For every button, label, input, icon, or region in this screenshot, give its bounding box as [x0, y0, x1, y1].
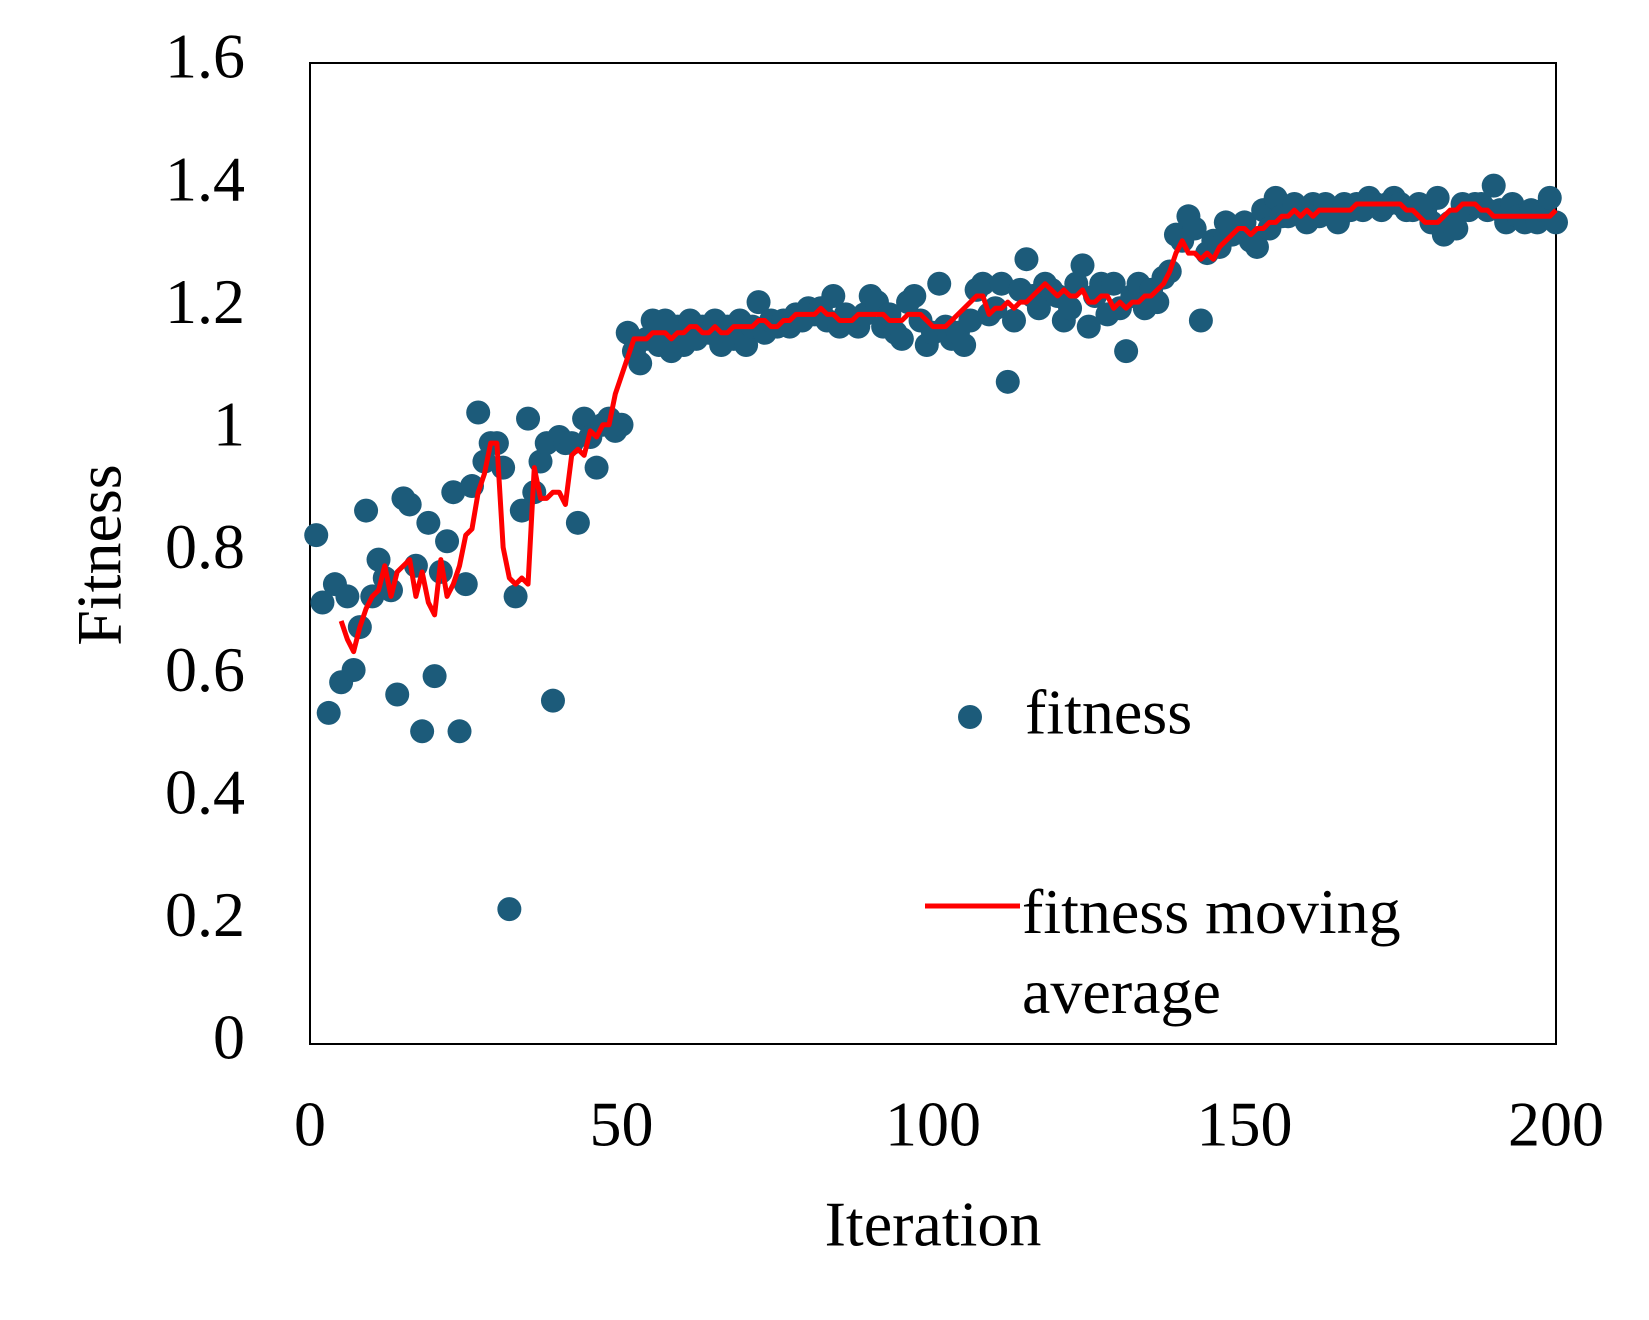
data-point — [447, 719, 472, 744]
y-tick-label: 0.4 — [165, 756, 245, 827]
data-point — [1188, 308, 1213, 333]
data-point — [1001, 308, 1026, 333]
y-tick-label: 0.8 — [165, 511, 245, 582]
legend-label: fitness — [1025, 677, 1192, 748]
x-tick-label: 150 — [1197, 1089, 1293, 1160]
data-point — [416, 510, 441, 535]
data-point — [540, 688, 565, 713]
data-point — [902, 283, 927, 308]
x-tick-label: 50 — [590, 1089, 654, 1160]
data-point — [435, 529, 460, 554]
y-tick-label: 1.4 — [165, 143, 245, 214]
data-point — [1481, 173, 1506, 198]
data-point — [1070, 253, 1095, 278]
x-axis-title: Iteration — [825, 1189, 1042, 1260]
data-point — [310, 590, 335, 615]
data-point — [889, 326, 914, 351]
data-point — [746, 290, 771, 315]
data-point — [497, 897, 522, 922]
data-point — [572, 406, 597, 431]
y-axis-title: Fitness — [64, 464, 135, 645]
data-point — [1026, 296, 1051, 321]
data-point — [304, 523, 329, 548]
data-point — [1263, 185, 1288, 210]
x-tick-label: 100 — [885, 1089, 981, 1160]
data-point — [354, 498, 379, 523]
plot-frame — [309, 62, 1557, 1045]
data-point — [995, 369, 1020, 394]
data-point — [335, 584, 360, 609]
data-point — [316, 700, 341, 725]
data-point — [466, 400, 491, 425]
y-tick-label: 0.2 — [165, 879, 245, 950]
data-point — [958, 308, 983, 333]
y-tick-label: 0.6 — [165, 634, 245, 705]
data-point — [970, 271, 995, 296]
legend-marker — [958, 705, 982, 729]
data-point — [441, 480, 466, 505]
data-point — [1101, 271, 1126, 296]
data-point — [1425, 185, 1450, 210]
data-point — [516, 406, 541, 431]
data-line — [338, 201, 1558, 655]
data-point — [509, 498, 534, 523]
y-tick-label: 1.2 — [165, 266, 245, 337]
data-point — [609, 412, 634, 437]
data-point — [584, 455, 609, 480]
data-point — [1058, 296, 1083, 321]
data-point — [1014, 247, 1039, 272]
data-point — [1182, 216, 1207, 241]
data-point — [821, 283, 846, 308]
data-point — [422, 664, 447, 689]
data-point — [341, 657, 366, 682]
data-point — [952, 333, 977, 358]
data-point — [503, 584, 528, 609]
data-point — [927, 271, 952, 296]
y-tick-label: 1 — [213, 389, 245, 460]
data-point — [410, 719, 435, 744]
data-point — [1537, 185, 1562, 210]
data-point — [628, 351, 653, 376]
data-point — [453, 572, 478, 597]
data-point — [397, 492, 422, 517]
data-point — [491, 455, 516, 480]
data-point — [385, 682, 410, 707]
y-tick-label: 0 — [213, 1002, 245, 1073]
data-point — [989, 271, 1014, 296]
data-point — [1076, 314, 1101, 339]
data-point — [1244, 234, 1269, 259]
data-point — [734, 333, 759, 358]
x-tick-label: 0 — [294, 1089, 326, 1160]
data-point — [1114, 339, 1139, 364]
y-tick-label: 1.6 — [165, 21, 245, 92]
legend-label: fitness moving average — [1022, 876, 1401, 1027]
data-point — [565, 510, 590, 535]
data-point — [1444, 216, 1469, 241]
x-tick-label: 200 — [1508, 1089, 1604, 1160]
